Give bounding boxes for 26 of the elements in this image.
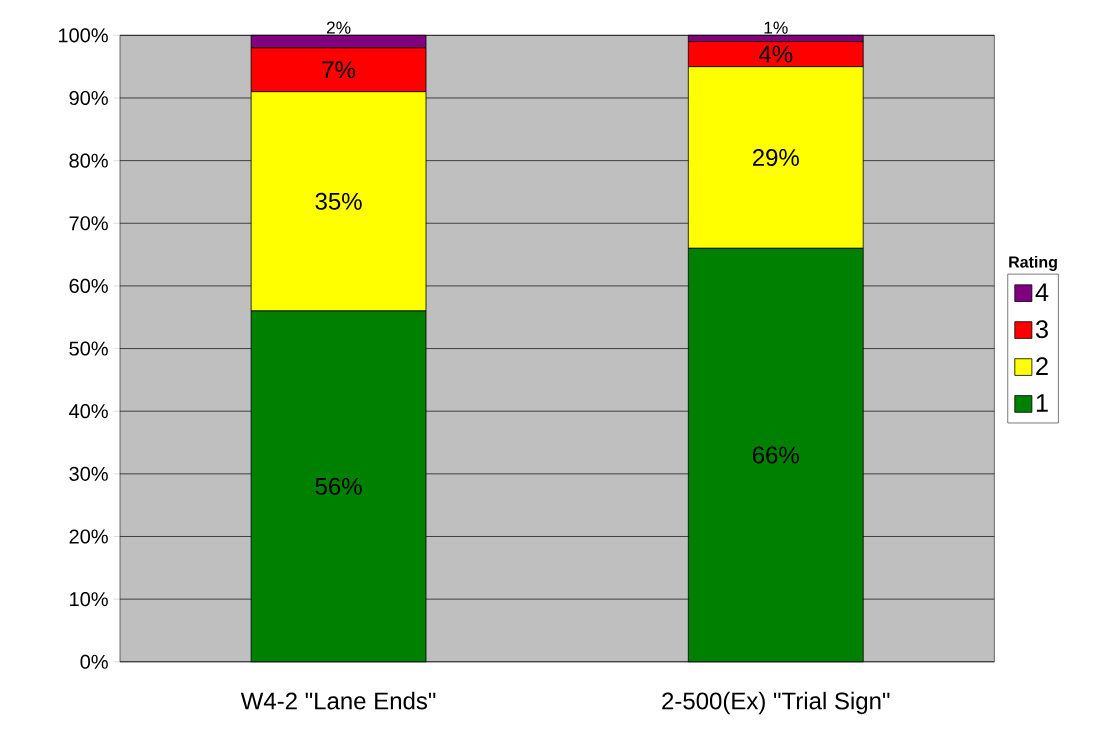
x-tick-label: W4-2 "Lane Ends" [240, 691, 436, 710]
legend-label: 1 [1036, 394, 1048, 412]
y-tick-label: 70% [69, 216, 108, 231]
legend-label: 3 [1035, 320, 1048, 339]
y-tick-label: 60% [69, 278, 108, 294]
data-label: 29% [752, 149, 799, 167]
x-tick-label: 2-500(Ex) "Trial Sign" [662, 691, 890, 715]
y-tick-label: 20% [69, 529, 108, 544]
y-tick-label: 80% [69, 153, 108, 168]
data-label: 1% [764, 21, 788, 34]
y-tick-label: 0% [80, 654, 108, 669]
y-tick-label: 90% [69, 90, 108, 106]
data-label: 56% [315, 477, 362, 495]
data-label: 66% [752, 446, 799, 464]
legend-label: 4 [1035, 283, 1049, 301]
data-label: 2% [326, 21, 351, 34]
y-tick-label: 100% [58, 28, 108, 43]
data-label: 4% [758, 45, 793, 63]
data-label: 7% [322, 61, 356, 79]
data-label: 35% [315, 192, 362, 210]
legend-label: 2 [1036, 357, 1048, 376]
y-tick-label: 30% [69, 466, 108, 482]
y-tick-label: 10% [70, 592, 108, 607]
y-tick-label: 50% [69, 341, 108, 356]
legend-title: Rating [1009, 256, 1057, 272]
y-tick-label: 40% [69, 404, 108, 419]
